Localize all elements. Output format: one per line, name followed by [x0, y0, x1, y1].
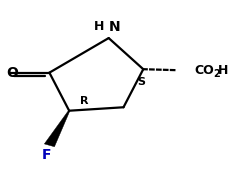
Text: S: S — [137, 77, 145, 87]
Polygon shape — [44, 111, 70, 147]
Text: N: N — [109, 20, 121, 34]
Text: H: H — [94, 20, 104, 33]
Text: R: R — [80, 96, 88, 106]
Text: F: F — [42, 148, 52, 162]
Text: CO: CO — [194, 63, 214, 77]
Text: 2: 2 — [213, 69, 220, 79]
Text: O: O — [6, 66, 18, 80]
Text: H: H — [218, 63, 229, 77]
